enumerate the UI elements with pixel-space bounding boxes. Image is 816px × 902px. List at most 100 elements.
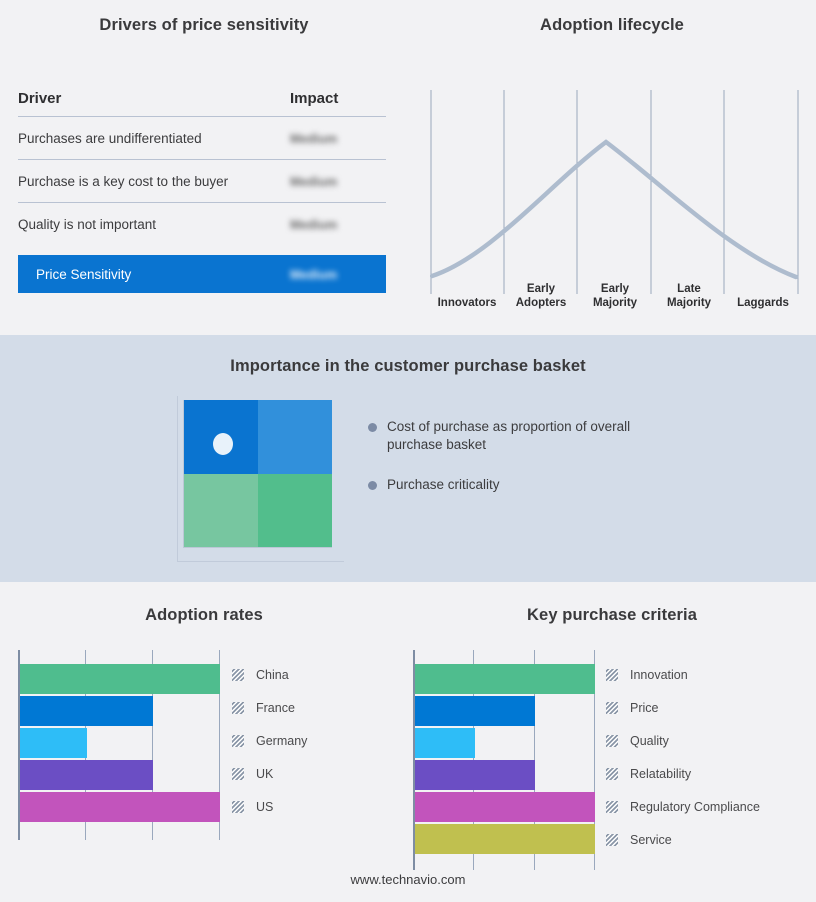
adoption-rates-plot: [18, 650, 220, 840]
legend-item-price[interactable]: Price: [606, 691, 760, 724]
purchase-basket-matrix: [183, 400, 332, 548]
table-row-highlighted[interactable]: Price Sensitivity Medium: [18, 255, 386, 293]
legend-item-france[interactable]: France: [232, 691, 307, 724]
impact-value: Medium: [290, 217, 338, 232]
bar-quality[interactable]: [415, 728, 475, 758]
legend-label: China: [256, 667, 289, 682]
bar-china[interactable]: [20, 664, 220, 694]
legend-item-quality[interactable]: Quality: [606, 724, 760, 757]
legend-swatch-icon: [232, 701, 244, 714]
legend-item-relatability[interactable]: Relatability: [606, 757, 760, 790]
adoption-rates-legend: China France Germany UK US: [232, 658, 307, 823]
impact-value: Medium: [290, 131, 338, 146]
legend-label: Cost of purchase as proportion of overal…: [387, 419, 631, 452]
legend-swatch-icon: [232, 800, 244, 813]
bar-uk[interactable]: [20, 760, 154, 790]
legend-item-innovation[interactable]: Innovation: [606, 658, 760, 691]
adoption-rates-bars: [20, 650, 220, 824]
segment-label-line: Majority: [592, 297, 638, 309]
driver-name: Price Sensitivity: [36, 266, 132, 282]
legend-label: Innovation: [630, 667, 688, 682]
legend-label: US: [256, 799, 274, 814]
bar-regulatory-compliance[interactable]: [415, 792, 595, 822]
matrix-quadrant-bottom-left[interactable]: [184, 473, 258, 547]
bar-service[interactable]: [415, 824, 595, 854]
bar-innovation[interactable]: [415, 664, 595, 694]
lifecycle-segment-innovators: Innovators: [430, 264, 504, 312]
lifecycle-curve-svg: [430, 90, 799, 294]
purchase-basket-title: Importance in the customer purchase bask…: [230, 357, 586, 375]
legend-label: Quality: [630, 733, 669, 748]
impact-value: Medium: [290, 267, 338, 282]
lifecycle-panel-title: Adoption lifecycle: [540, 16, 684, 34]
drivers-panel: Drivers of price sensitivity Driver Impa…: [0, 0, 408, 335]
legend-swatch-icon: [606, 701, 618, 714]
bullet-icon: [368, 423, 377, 432]
value-axis: [18, 650, 20, 840]
lifecycle-panel: Adoption lifecycle Innovators Early Adop…: [408, 0, 816, 335]
segment-label-line: Early: [526, 283, 556, 295]
table-row[interactable]: Purchases are undifferentiated Medium: [18, 117, 386, 160]
legend-swatch-icon: [606, 800, 618, 813]
drivers-table: Driver Impact Purchases are undifferenti…: [18, 90, 386, 293]
legend-item-uk[interactable]: UK: [232, 757, 307, 790]
matrix-quadrant-bottom-right[interactable]: [258, 473, 332, 547]
lifecycle-segment-laggards: Laggards: [726, 264, 800, 312]
purchase-basket-legend: Cost of purchase as proportion of overal…: [368, 418, 668, 516]
adoption-rates-title: Adoption rates: [145, 606, 263, 624]
legend-swatch-icon: [232, 767, 244, 780]
lifecycle-gridlines: [430, 90, 799, 294]
legend-item-regulatory-compliance[interactable]: Regulatory Compliance: [606, 790, 760, 823]
column-header-driver: Driver: [18, 90, 62, 107]
legend-label: Relatability: [630, 766, 692, 781]
legend-swatch-icon: [606, 734, 618, 747]
segment-label-line: Adopters: [515, 297, 567, 309]
segment-label-line: Early: [600, 283, 630, 295]
bar-germany[interactable]: [20, 728, 87, 758]
legend-label: France: [256, 700, 295, 715]
legend-swatch-icon: [606, 833, 618, 846]
driver-name: Purchases are undifferentiated: [18, 130, 202, 146]
key-purchase-criteria-panel: Key purchase criteria Innovation Price: [408, 582, 816, 902]
adoption-rates-panel: Adoption rates China France Germany: [0, 582, 408, 902]
gridline: [152, 650, 153, 840]
legend-label: UK: [256, 766, 274, 781]
key-purchase-criteria-title: Key purchase criteria: [527, 606, 697, 624]
list-item: Purchase criticality: [368, 476, 668, 494]
footer-url[interactable]: www.technavio.com: [350, 872, 466, 887]
key-purchase-criteria-legend: Innovation Price Quality Relatability Re…: [606, 658, 760, 856]
legend-swatch-icon: [606, 767, 618, 780]
purchase-basket-panel: Importance in the customer purchase bask…: [0, 335, 816, 582]
segment-label-line: Innovators: [437, 297, 497, 309]
lifecycle-bell-curve: [430, 139, 799, 280]
lifecycle-segment-early-adopters: Early Adopters: [504, 264, 578, 312]
key-purchase-criteria-bars: [415, 650, 595, 856]
segment-label-line: Majority: [666, 297, 712, 309]
value-axis: [413, 650, 415, 870]
table-row[interactable]: Quality is not important Medium: [18, 203, 386, 245]
legend-label: Price: [630, 700, 659, 715]
legend-label: Service: [630, 832, 672, 847]
impact-value: Medium: [290, 174, 338, 189]
legend-swatch-icon: [606, 668, 618, 681]
driver-name: Purchase is a key cost to the buyer: [18, 173, 229, 189]
segment-label-line: Laggards: [737, 297, 789, 309]
list-item: Cost of purchase as proportion of overal…: [368, 418, 668, 454]
legend-item-china[interactable]: China: [232, 658, 307, 691]
bar-france[interactable]: [20, 696, 154, 726]
legend-item-us[interactable]: US: [232, 790, 307, 823]
lifecycle-segment-labels: Innovators Early Adopters Early Majority…: [430, 264, 800, 312]
driver-name: Quality is not important: [18, 216, 157, 232]
drivers-table-header: Driver Impact: [18, 90, 386, 117]
lifecycle-segment-early-majority: Early Majority: [578, 264, 652, 312]
matrix-quadrant-top-right[interactable]: [258, 400, 332, 474]
drivers-panel-title: Drivers of price sensitivity: [99, 16, 309, 34]
legend-item-service[interactable]: Service: [606, 823, 760, 856]
legend-item-germany[interactable]: Germany: [232, 724, 307, 757]
bar-us[interactable]: [20, 792, 220, 822]
table-row[interactable]: Purchase is a key cost to the buyer Medi…: [18, 160, 386, 203]
lifecycle-segment-late-majority: Late Majority: [652, 264, 726, 312]
bar-price[interactable]: [415, 696, 535, 726]
bar-relatability[interactable]: [415, 760, 535, 790]
matrix-quadrant-top-left[interactable]: [184, 400, 258, 474]
